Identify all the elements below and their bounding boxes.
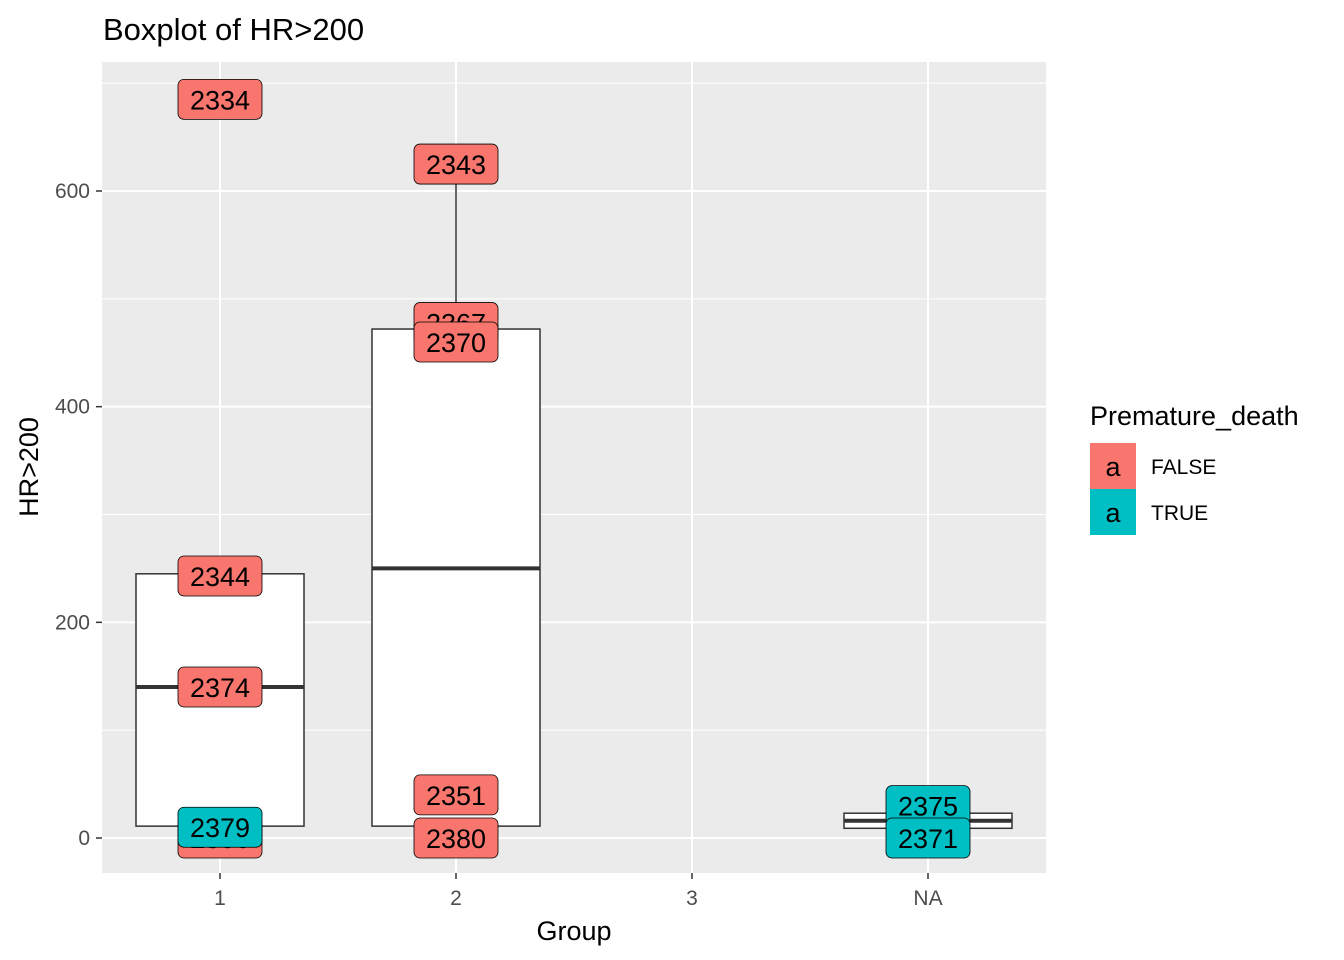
legend-label: FALSE <box>1151 456 1216 479</box>
point-label-box <box>177 806 263 848</box>
box-2 <box>371 180 541 827</box>
point-label-text: 2351 <box>426 781 486 811</box>
x-axis-title: Group <box>536 916 611 946</box>
point-label-text: 2343 <box>426 150 486 180</box>
point-label-2371: 2371 <box>885 817 971 859</box>
point-label-box <box>885 817 971 859</box>
legend-item-true: a TRUE <box>1090 489 1208 535</box>
point-label-2379: 2379 <box>177 806 263 848</box>
point-label-box <box>177 666 263 708</box>
point-label-text: 2375 <box>898 792 958 822</box>
legend-key <box>1090 489 1136 535</box>
legend: Premature_death a FALSE a TRUE <box>1090 401 1299 535</box>
point-label-box <box>413 143 499 185</box>
point-label-text: 2371 <box>898 824 958 854</box>
point-label-box <box>413 817 499 859</box>
point-label-text: 2374 <box>190 673 250 703</box>
point-label-text: 2380 <box>426 824 486 854</box>
y-tick-label: 600 <box>55 180 90 203</box>
legend-key-glyph: a <box>1105 498 1121 528</box>
axes: 0 200 400 600 1 2 3 NA <box>55 180 943 910</box>
point-label-2351: 2351 <box>413 774 499 816</box>
x-tick-label: NA <box>913 887 942 910</box>
x-tick-label: 3 <box>686 887 698 910</box>
point-label-2374: 2374 <box>177 666 263 708</box>
box-body <box>371 328 541 827</box>
y-tick-label: 400 <box>55 396 90 419</box>
point-label-text: 2379 <box>190 813 250 843</box>
y-tick-label: 0 <box>78 827 90 850</box>
point-label-2380: 2380 <box>413 817 499 859</box>
point-label-box <box>413 774 499 816</box>
x-tick-label: 1 <box>214 887 226 910</box>
x-tick-label: 2 <box>450 887 462 910</box>
chart-title: Boxplot of HR>200 <box>103 12 364 47</box>
point-label-text: 2344 <box>190 562 250 592</box>
point-label-2375: 2375 <box>885 785 971 827</box>
legend-title: Premature_death <box>1090 401 1299 431</box>
point-label-2344: 2344 <box>177 555 263 597</box>
point-label-2343: 2343 <box>413 143 499 185</box>
point-label-2334: 2334 <box>177 78 263 120</box>
point-label-2370: 2370 <box>413 321 499 363</box>
point-label-box <box>413 321 499 363</box>
legend-label: TRUE <box>1151 502 1208 525</box>
legend-key <box>1090 443 1136 489</box>
point-label-box <box>177 78 263 120</box>
legend-key-glyph: a <box>1105 452 1121 482</box>
y-axis-title: HR>200 <box>14 417 44 517</box>
point-labels: 2334234423742306237923432367237023512380… <box>177 78 971 859</box>
legend-item-false: a FALSE <box>1090 443 1216 489</box>
point-label-box <box>177 555 263 597</box>
y-tick-label: 200 <box>55 611 90 634</box>
point-label-text: 2370 <box>426 328 486 358</box>
point-label-text: 2334 <box>190 85 250 115</box>
